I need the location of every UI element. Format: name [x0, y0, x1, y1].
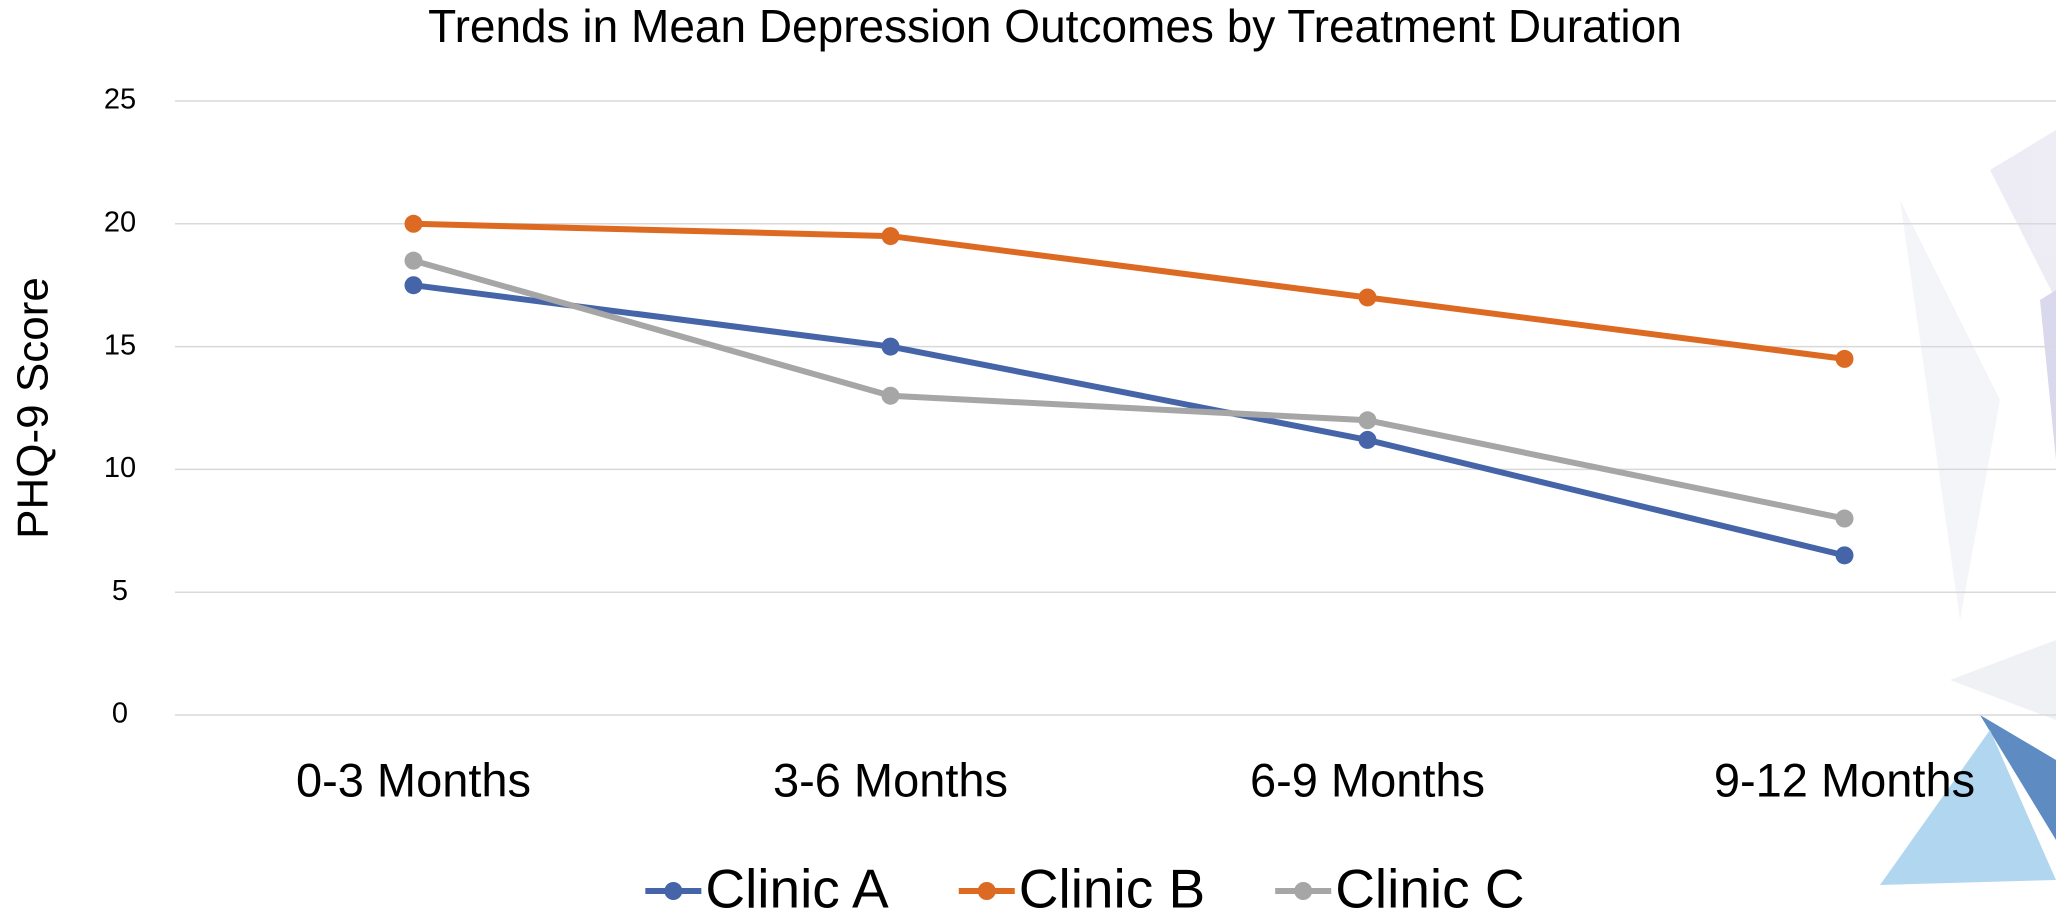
legend-label: Clinic C: [1335, 858, 1524, 918]
data-point: [1836, 350, 1854, 368]
y-tick-label: 0: [112, 698, 128, 730]
data-point: [405, 252, 423, 270]
legend-marker: [664, 882, 682, 900]
series-line: [414, 261, 1845, 519]
x-tick-label: 6-9 Months: [1250, 753, 1485, 806]
legend-marker: [1294, 882, 1312, 900]
data-point: [882, 338, 900, 356]
data-point: [882, 387, 900, 405]
legend: Clinic A Clinic B Clinic C: [645, 858, 1524, 918]
y-axis-label: PHQ-9 Score: [9, 277, 58, 539]
legend-label: Clinic A: [705, 858, 889, 918]
data-point: [1359, 411, 1377, 429]
data-point: [1836, 546, 1854, 564]
data-point: [405, 215, 423, 233]
x-tick-label: 3-6 Months: [773, 753, 1008, 806]
decor-shape: [1990, 130, 2056, 300]
y-tick-label: 5: [112, 575, 128, 607]
data-point: [1836, 510, 1854, 528]
y-tick-label: 15: [104, 329, 136, 361]
y-tick-label: 25: [104, 84, 136, 116]
decor-shape: [1900, 200, 2000, 620]
decor-shape: [1950, 640, 2056, 720]
series-line: [414, 224, 1845, 359]
legend-label: Clinic B: [1019, 858, 1205, 918]
y-tick-label: 10: [104, 452, 136, 484]
data-point: [1359, 288, 1377, 306]
chart-title: Trends in Mean Depression Outcomes by Tr…: [428, 0, 1682, 52]
series-line: [414, 285, 1845, 555]
x-tick-label: 9-12 Months: [1714, 753, 1975, 806]
chart: Trends in Mean Depression Outcomes by Tr…: [0, 0, 2056, 918]
data-point: [1359, 431, 1377, 449]
x-tick-label: 0-3 Months: [296, 753, 531, 806]
data-point: [405, 276, 423, 294]
data-point: [882, 227, 900, 245]
y-tick-label: 20: [104, 206, 136, 238]
decor-shape: [2040, 290, 2056, 460]
legend-marker: [978, 882, 996, 900]
